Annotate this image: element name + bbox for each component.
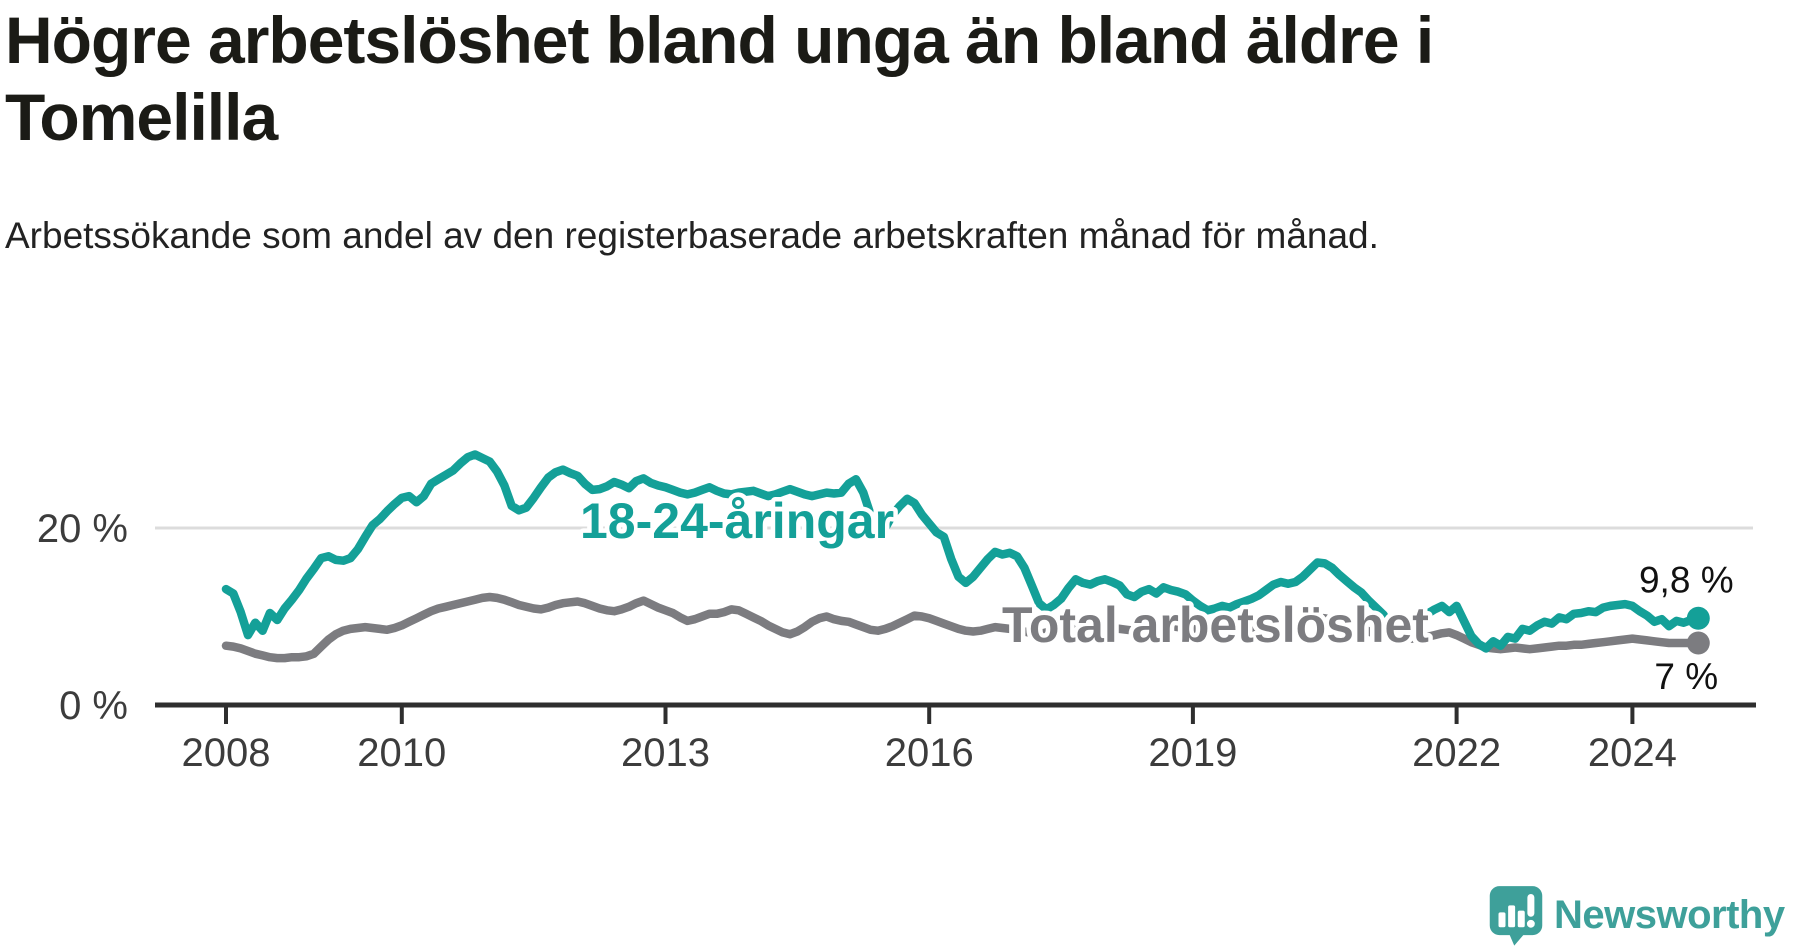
x-tick-label-2024: 2024 — [1588, 731, 1677, 775]
x-tick-label-2013: 2013 — [621, 731, 710, 775]
x-tick-label-2008: 2008 — [182, 731, 271, 775]
chart-subtitle: Arbetssökande som andel av den registerb… — [5, 215, 1379, 256]
youth-series-label: 18-24-åringar — [580, 493, 894, 549]
x-tick-label-2010: 2010 — [357, 731, 446, 775]
total-end-value-label: 7 % — [1654, 656, 1718, 697]
page-title: Högre arbetslöshet bland unga än bland ä… — [5, 3, 1434, 155]
y-tick-label-0: 0 % — [59, 684, 128, 728]
y-tick-label-20: 20 % — [37, 507, 128, 551]
youth-end-dot — [1686, 606, 1710, 630]
x-tick-label-2016: 2016 — [885, 731, 974, 775]
total-end-dot — [1686, 631, 1710, 655]
x-tick-label-2019: 2019 — [1148, 731, 1237, 775]
youth-end-value-label: 9,8 % — [1639, 559, 1734, 600]
newsworthy-logo-text: Newsworthy — [1554, 892, 1785, 937]
newsworthy-logo-icon — [1489, 886, 1543, 946]
newsworthy-logo: Newsworthy — [1488, 884, 1785, 946]
total-series-label: Total arbetslöshet — [1002, 597, 1429, 653]
total-line — [221, 592, 1703, 663]
youth-line — [221, 450, 1703, 653]
x-tick-label-2022: 2022 — [1412, 731, 1501, 775]
